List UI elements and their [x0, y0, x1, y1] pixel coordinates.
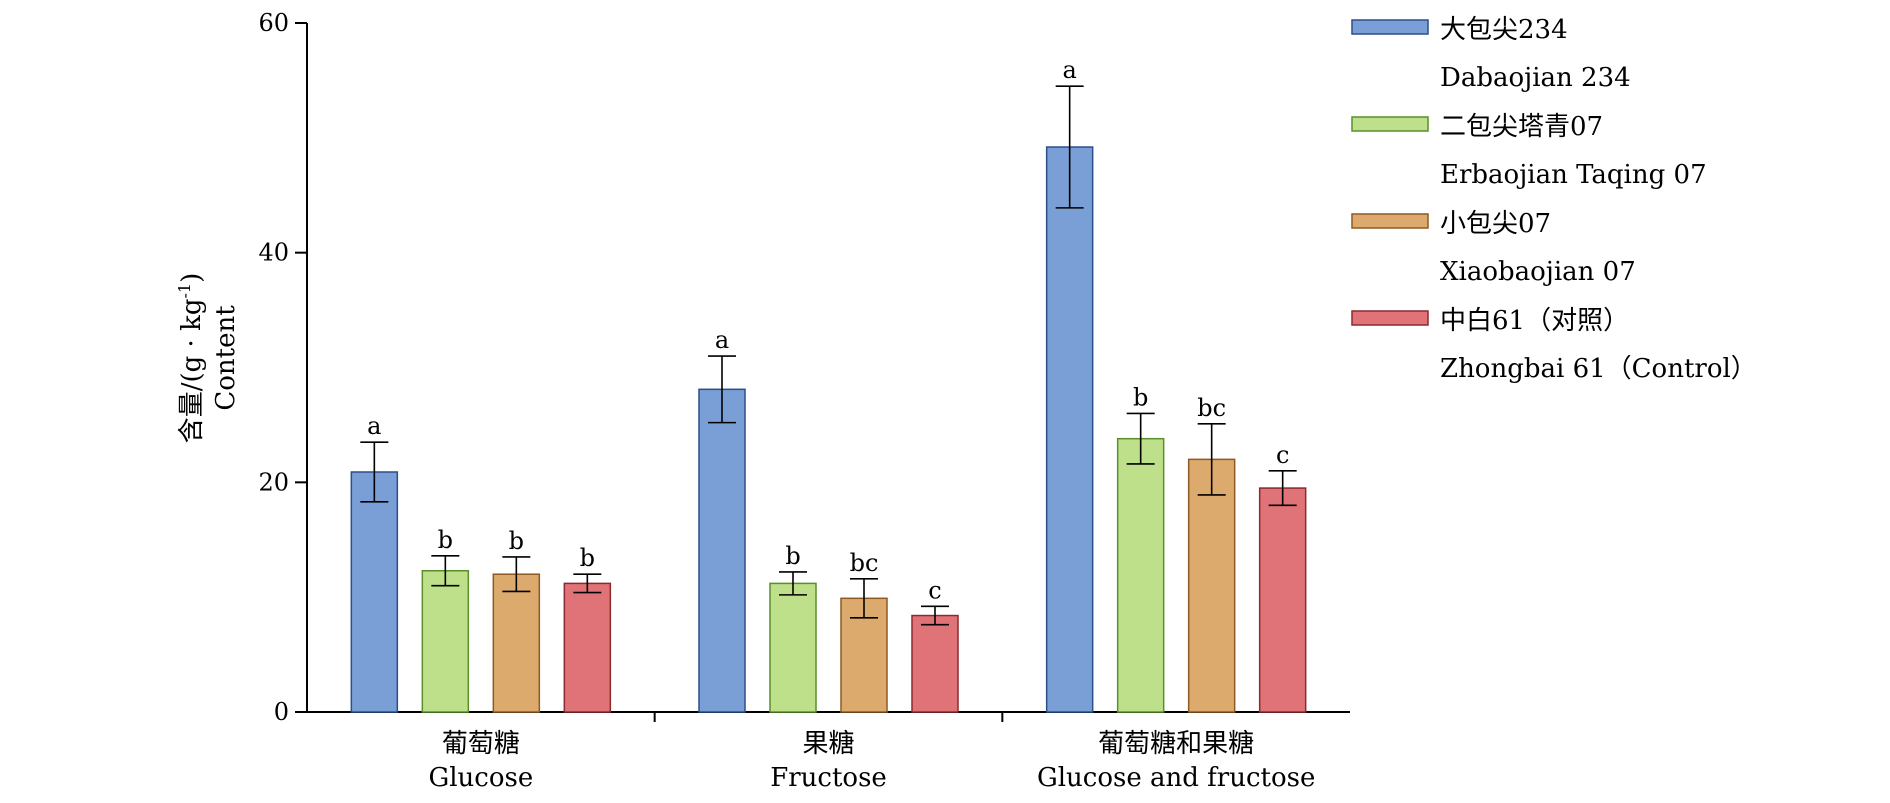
y-tick-label: 60	[258, 9, 289, 37]
bar	[698, 388, 746, 713]
x-tick-label-en: Glucose and fructose	[1037, 763, 1315, 793]
x-tick-label-zh: 葡萄糖	[442, 729, 520, 759]
y-axis-title-sup: -1	[175, 283, 194, 299]
significance-letter: bc	[1197, 394, 1226, 422]
y-tick-label: 0	[274, 698, 289, 726]
y-tick-label: 40	[258, 239, 289, 267]
legend: 大包尖234 Dabaojian 234 二包尖塔青07 Erbaojian Taqi…	[1351, 15, 1757, 384]
bar	[1258, 487, 1307, 713]
bar	[563, 582, 612, 713]
significance-letter: bc	[850, 549, 879, 577]
significance-letter: c	[1276, 441, 1289, 469]
legend-label-zh: 二包尖塔青07	[1440, 112, 1603, 142]
bar	[492, 573, 541, 713]
y-axis-title-zh-main: 含量/(g · kg	[177, 299, 207, 444]
significance-letter: a	[1063, 56, 1077, 84]
x-tick-label-en: Fructose	[770, 763, 887, 793]
significance-letter: b	[509, 527, 524, 555]
legend-label-en: Erbaojian Taqing 07	[1440, 160, 1707, 190]
legend-swatch	[1351, 116, 1429, 132]
legend-label-en: Xiaobaojian 07	[1440, 257, 1636, 287]
significance-letter: b	[438, 526, 453, 554]
bar	[911, 614, 959, 713]
y-axis-title-zh: 含量/(g · kg-1)	[175, 273, 207, 444]
legend-label-zh: 中白61（对照）	[1440, 306, 1629, 336]
legend-swatch	[1351, 19, 1429, 35]
bars: a b b b 葡萄糖 Glucose a b bc c 果糖 Fructose a b bc c 葡萄糖和果糖…	[350, 56, 1315, 793]
y-axis-title: 含量/(g · kg-1) Content	[175, 273, 241, 444]
significance-letter: b	[580, 544, 595, 572]
bar	[350, 471, 399, 713]
significance-letter: c	[928, 576, 941, 604]
y-axis-title-en: Content	[211, 305, 241, 411]
axes: 0 20 40 60	[258, 9, 1350, 726]
bar	[421, 570, 470, 713]
x-tick-label-en: Glucose	[428, 763, 533, 793]
bar	[1187, 458, 1236, 713]
x-tick-label-zh: 果糖	[802, 729, 854, 759]
legend-label-zh: 大包尖234	[1440, 15, 1568, 45]
legend-label-zh: 小包尖07	[1440, 209, 1551, 239]
significance-letter: b	[1133, 383, 1148, 411]
legend-swatch	[1351, 310, 1429, 326]
bar	[769, 582, 817, 713]
significance-letter: a	[367, 412, 381, 440]
y-tick-label: 20	[258, 468, 289, 496]
significance-letter: a	[715, 326, 729, 354]
bar	[1116, 437, 1165, 713]
y-axis-title-close: )	[177, 273, 207, 283]
x-tick-label-zh: 葡萄糖和果糖	[1098, 729, 1254, 759]
significance-letter: b	[785, 542, 800, 570]
legend-label-en: Dabaojian 234	[1440, 63, 1631, 93]
bar	[1045, 146, 1094, 713]
legend-label-en: Zhongbai 61（Control）	[1440, 354, 1757, 384]
legend-swatch	[1351, 213, 1429, 229]
